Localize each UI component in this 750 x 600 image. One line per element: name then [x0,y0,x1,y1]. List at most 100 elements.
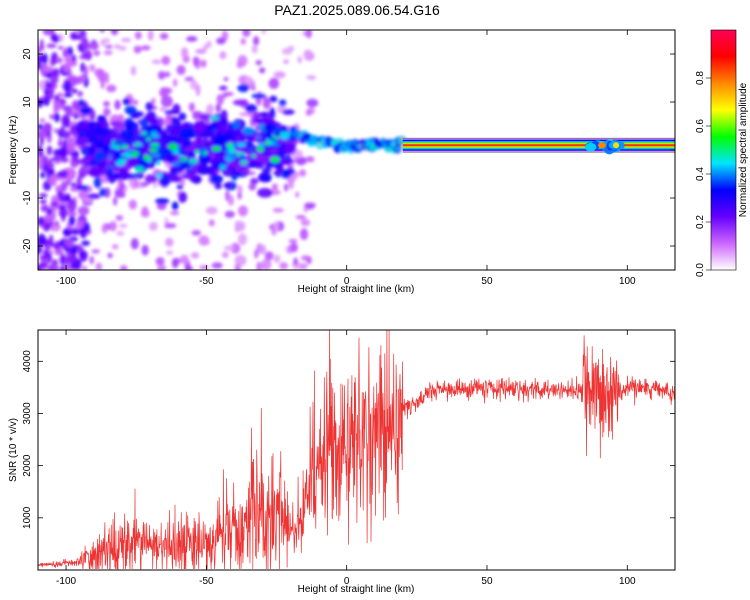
heatmap-cell [237,233,248,246]
heatmap-cell [46,145,53,156]
heatmap-cell [192,56,199,67]
heatmap-cell [89,109,96,122]
heatmap-cell [273,254,281,264]
heatmap-cell [107,154,112,160]
heatmap-cell [176,65,186,75]
heatmap-cell [236,142,247,147]
heatmap-cell [171,201,179,211]
heatmap-cell [121,144,129,149]
heatmap-cell [161,55,171,66]
snr-y-label: SNR (10 * v/v) [8,418,19,482]
snr-series-line [38,330,675,570]
x-tick-label: 50 [481,576,493,587]
heatmap-cell [251,153,256,158]
heatmap-cell [281,170,291,179]
heatmap-cell [155,257,165,266]
heatmap-cell [60,124,65,136]
heatmap-cell [261,30,266,35]
snr-x-ticks: -100 -50 0 50 100 [56,330,636,587]
heatmap-cell [240,38,246,45]
heatmap-cell [238,205,248,217]
heatmap-cell [110,144,117,149]
heatmap-cell [132,111,145,117]
heatmap-cell [305,205,315,210]
heatmap-cell [168,143,178,151]
heatmap-cell [78,171,86,179]
heatmap-cell [160,95,173,108]
heatmap-cell [299,169,307,177]
heatmap-cell [271,183,279,191]
heatmap-cell [222,91,234,97]
heatmap-cell [38,97,44,108]
heatmap-cell [42,155,49,168]
heatmap-cell [158,148,166,161]
heatmap-cell [386,147,391,151]
heatmap-cell [205,206,218,215]
heatmap-cell [66,200,77,212]
heatmap-cell [89,64,96,72]
heatmap-cell [103,144,111,153]
heatmap-cell [251,44,258,54]
x-tick-label: -100 [56,276,76,287]
heatmap-cell [303,49,313,59]
heatmap-cell [150,131,158,136]
heatmap-cell [173,175,183,183]
heatmap-cell [244,76,253,85]
x-tick-label: -50 [199,576,214,587]
heatmap-cell [107,252,113,259]
heatmap-cell [141,206,149,216]
heatmap-cell [211,159,220,171]
heatmap-cell [45,243,52,251]
heatmap-cell [279,160,292,165]
heatmap-cell [77,136,90,145]
heatmap-cell [70,54,77,62]
spectrogram-y-ticks: -20 -10 0 10 20 [22,48,675,253]
heatmap-cell [171,258,179,269]
heatmap-cell [253,36,260,46]
heatmap-cell [38,60,42,70]
heatmap-cell [59,253,67,266]
heatmap-cell [157,264,167,270]
heatmap-cell [38,233,47,246]
heatmap-cell [102,107,111,117]
snr-frame [37,329,676,571]
heatmap-cell [246,163,258,168]
heatmap-cell [82,250,88,260]
colorbar: 0.0 0.2 0.4 0.6 0.8 Normalized spectral ampl… [695,29,749,277]
heatmap-cell [134,166,145,173]
heatmap-cell [188,158,198,165]
heatmap-cell [38,47,41,58]
heatmap-cell [39,118,46,123]
heatmap-cell [88,42,99,51]
heatmap-cell [216,37,226,45]
heatmap-cell [111,244,119,250]
heatmap-cell [74,121,87,133]
heatmap-cell [77,244,83,254]
heatmap-cell [211,146,222,152]
heatmap-cell [202,151,208,156]
heatmap-cell [258,142,266,147]
heatmap-cell [61,210,66,222]
heatmap-cell [115,214,124,221]
heatmap-cell [44,211,54,224]
heatmap-cell [77,205,90,216]
heatmap-cell [74,158,91,165]
spectrogram-x-ticks: -100 -50 0 50 100 [56,30,636,287]
heatmap-cell [95,262,103,270]
heatmap-cell [221,165,236,177]
heatmap-cell [176,184,184,190]
heatmap-cell [87,121,95,129]
heatmap-cell [170,116,178,125]
heatmap-cell [184,76,194,82]
heatmap-cell [54,249,64,256]
heatmap-cell [218,85,228,91]
spectrogram-y-label: Frequency (Hz) [8,116,19,185]
heatmap-cell [63,80,72,93]
heatmap-cell [77,90,84,97]
carrier-line-band [402,144,675,147]
heatmap-cell [151,97,156,105]
heatmap-cell [132,99,139,106]
heatmap-cell [244,141,250,145]
heatmap-cell [269,107,276,119]
